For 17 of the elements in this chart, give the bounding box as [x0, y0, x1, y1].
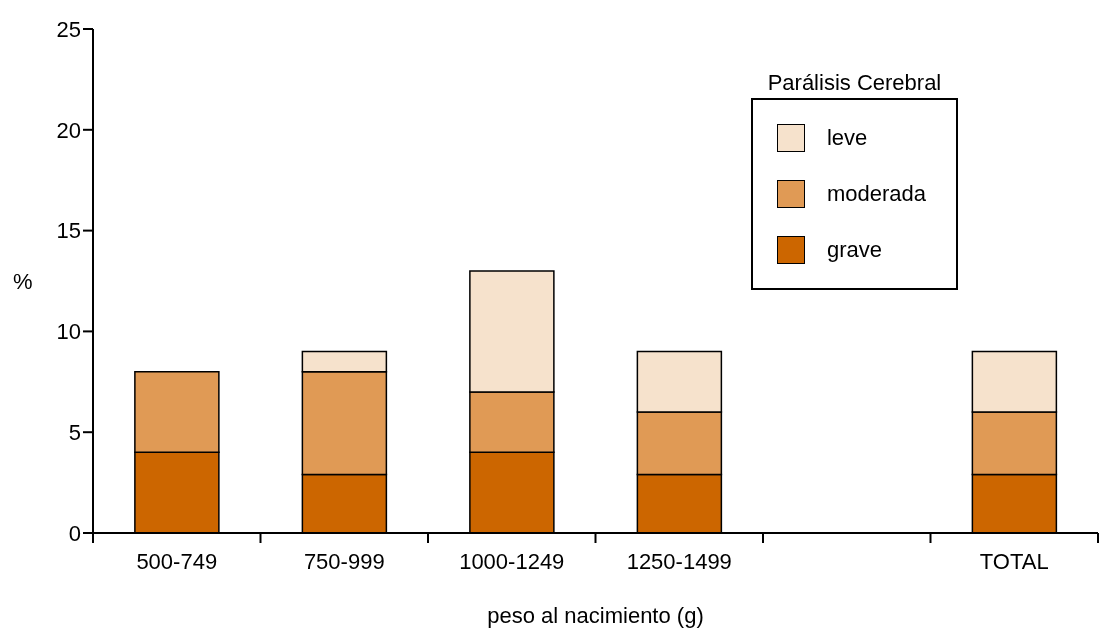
- x-tick-label: 1000-1249: [459, 549, 565, 574]
- y-tick-label: 0: [68, 520, 81, 546]
- x-axis-title: peso al nacimiento (g): [487, 603, 704, 628]
- legend-label: leve: [826, 125, 868, 151]
- x-tick-label: 500-749: [136, 549, 218, 574]
- legend-label: moderada: [826, 181, 926, 207]
- y-tick-label: 5: [68, 420, 81, 446]
- x-tick-label: 1250-1499: [626, 549, 732, 574]
- legend-title: Parálisis Cerebral: [767, 70, 942, 96]
- y-axis-title: %: [13, 268, 33, 294]
- x-tick-label: TOTAL: [979, 549, 1049, 574]
- legend-label: grave: [826, 237, 882, 263]
- y-tick-label: 15: [56, 218, 81, 244]
- y-tick-label: 20: [56, 117, 81, 143]
- x-tick-label: 750-999: [303, 549, 385, 574]
- y-tick-label: 25: [56, 16, 81, 42]
- y-tick-label: 10: [56, 319, 81, 345]
